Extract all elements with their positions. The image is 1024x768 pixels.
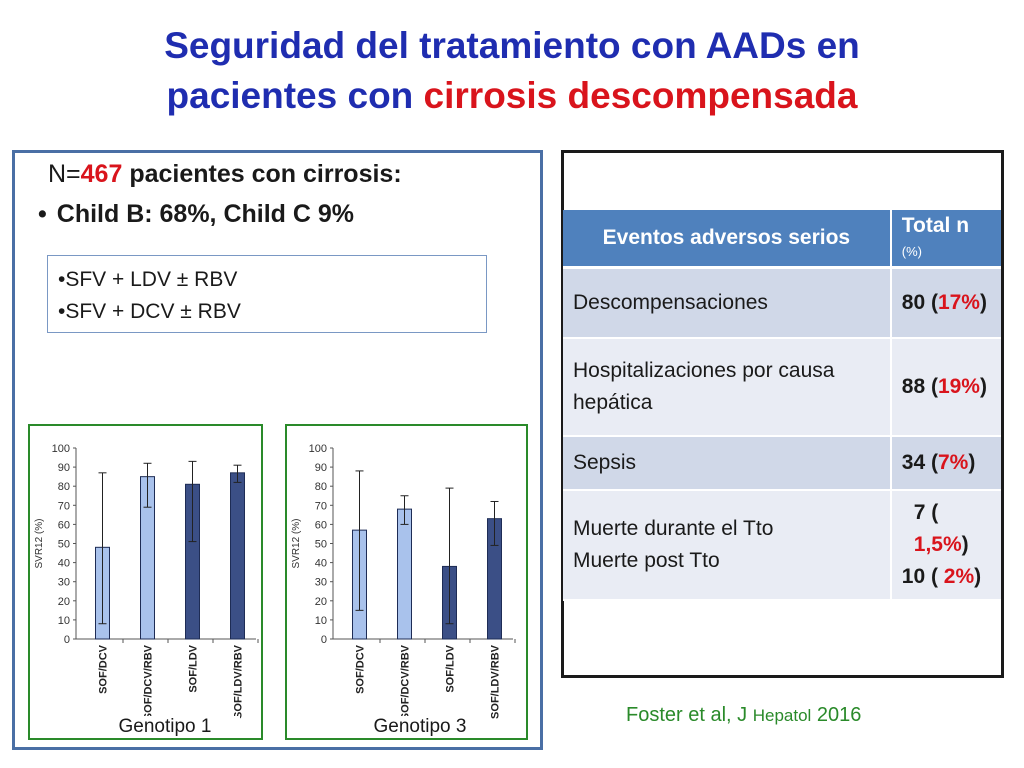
table-header-row: Eventos adversos serios Total n (%)	[563, 210, 1001, 269]
table-row: Muerte durante el Tto Muerte post Tto 7 …	[563, 490, 1001, 601]
header-total-label: Total n	[901, 214, 970, 237]
count-percent: 7%	[937, 451, 969, 474]
y-tick-label: 100	[309, 443, 327, 455]
y-tick-label: 70	[315, 500, 327, 512]
count-cell: 88 (19%)	[890, 338, 1001, 437]
count-close: )	[979, 375, 987, 398]
event-cell: Descompensaciones	[563, 267, 892, 339]
event-line: Muerte post Tto	[573, 549, 720, 572]
y-tick-label: 20	[58, 596, 70, 608]
count-line: 10 ( 2%)	[902, 561, 991, 593]
count-cell: 34 (7%)	[890, 436, 1001, 491]
patient-count: N=467 pacientes con cirrosis:	[48, 160, 402, 189]
event-cell: Hospitalizaciones por causa hepática	[563, 338, 892, 437]
x-tick-label: SOF/LDV/RBV	[233, 644, 245, 719]
citation-journal: Hepatol	[752, 706, 812, 725]
table-header-events: Eventos adversos serios	[563, 210, 892, 269]
chart-frame-genotype-3: SVR12 (%) 0 10 20 30 40 50 60 70 80 90 100 SOF/DCV SO…	[285, 424, 528, 740]
count-number: 10 (	[901, 565, 944, 588]
slide-title-line2: pacientes con cirrosis descompensada	[0, 72, 1024, 120]
y-axis-label: SVR12 (%)	[291, 518, 302, 568]
y-tick-label: 30	[58, 577, 70, 589]
y-tick-label: 10	[58, 615, 70, 627]
table-row: Hospitalizaciones por causa hepática 88 …	[563, 338, 1001, 437]
y-tick-label: 70	[58, 500, 70, 512]
regimen-item: •SFV + DCV ± RBV	[58, 300, 241, 323]
citation-main: Foster et al, J	[626, 704, 753, 726]
y-tick-label: 50	[58, 539, 70, 551]
regimen-item: •SFV + LDV ± RBV	[58, 268, 238, 291]
slide-title-line1: Seguridad del tratamiento con AADs en	[164, 25, 860, 66]
right-panel	[561, 150, 1004, 678]
child-pugh-text: Child B: 68%, Child C 9%	[56, 200, 355, 228]
count-percent: 1,5%	[913, 533, 962, 556]
y-tick-label: 90	[58, 462, 70, 474]
count-percent: 17%	[937, 291, 980, 314]
count-percent: 2%	[943, 565, 975, 588]
y-tick-label: 80	[58, 481, 70, 493]
count-number: 88 (	[901, 375, 938, 398]
citation: Foster et al, J Hepatol 2016	[626, 704, 861, 727]
count-number: 34 (	[901, 451, 938, 474]
left-panel	[12, 150, 543, 750]
y-tick-label: 30	[315, 577, 327, 589]
y-tick-label: 20	[315, 596, 327, 608]
y-tick-label: 40	[58, 558, 70, 570]
svr-chart-genotype-3: SVR12 (%) 0 10 20 30 40 50 60 70 80 90 100 SOF/DCV SO…	[291, 443, 516, 720]
citation-year: 2016	[811, 704, 862, 726]
x-tick-label: SOF/DCV/RBV	[400, 644, 412, 720]
x-tick-label: SOF/DCV	[98, 644, 110, 694]
table-row: Descompensaciones 80 (17%)	[563, 267, 1001, 339]
count-percent: 19%	[937, 375, 980, 398]
svr-chart-genotype-1: SVR12 (%) 0 10 20 30 40 50 60 70 80 90 100 SOF/DCV SO…	[34, 443, 259, 720]
chart-label-genotype-3: Genotipo 3	[350, 716, 490, 738]
n-suffix: pacientes con cirrosis:	[122, 160, 402, 188]
bar	[397, 508, 412, 640]
y-tick-label: 80	[315, 481, 327, 493]
bullet-dot: •	[38, 200, 47, 228]
y-tick-label: 50	[315, 539, 327, 551]
y-tick-label: 90	[315, 462, 327, 474]
count-cell: 7 ( 1,5%) 10 ( 2%)	[890, 490, 1001, 601]
x-tick-label: SOF/LDV	[445, 644, 457, 692]
x-tick-label: SOF/DCV/RBV	[143, 644, 155, 720]
y-tick-label: 0	[321, 634, 327, 646]
event-cell: Sepsis	[563, 436, 892, 491]
chart-label-genotype-1: Genotipo 1	[90, 716, 240, 738]
count-number: 80 (	[901, 291, 938, 314]
count-close: )	[968, 451, 976, 474]
y-tick-label: 0	[64, 634, 70, 646]
count-close: )	[974, 565, 982, 588]
y-tick-label: 60	[315, 519, 327, 531]
n-prefix: N=	[48, 160, 81, 188]
count-close: )	[961, 533, 969, 556]
y-tick-label: 10	[315, 615, 327, 627]
table-row: Sepsis 34 (7%)	[563, 436, 1001, 491]
header-total-unit: (%)	[901, 244, 922, 259]
count-number: 7 (	[913, 501, 939, 524]
y-tick-label: 40	[315, 558, 327, 570]
adverse-events-table: Eventos adversos serios Total n (%) Desc…	[563, 210, 1001, 601]
y-tick-label: 100	[52, 443, 70, 455]
x-tick-label: SOF/DCV	[355, 644, 367, 694]
regimen-box: •SFV + LDV ± RBV •SFV + DCV ± RBV	[47, 255, 487, 333]
table-header-total: Total n (%)	[890, 210, 1001, 269]
y-tick-label: 60	[58, 519, 70, 531]
event-cell: Muerte durante el Tto Muerte post Tto	[563, 490, 892, 601]
n-value: 467	[80, 160, 123, 188]
count-cell: 80 (17%)	[890, 267, 1001, 339]
y-axis-label: SVR12 (%)	[34, 518, 45, 568]
event-line: Muerte durante el Tto	[573, 517, 774, 540]
title-line2-highlight: cirrosis descompensada	[423, 75, 858, 116]
title-line2-start: pacientes con	[166, 75, 424, 116]
count-close: )	[979, 291, 987, 314]
x-tick-label: SOF/LDV/RBV	[490, 644, 502, 719]
x-tick-label: SOF/LDV	[188, 644, 200, 692]
child-pugh-line: • Child B: 68%, Child C 9%	[38, 200, 354, 229]
bar	[230, 472, 245, 640]
chart-frame-genotype-1: SVR12 (%) 0 10 20 30 40 50 60 70 80 90 100 SOF/DCV SO…	[28, 424, 263, 740]
count-line: 7 ( 1,5%)	[902, 497, 991, 561]
